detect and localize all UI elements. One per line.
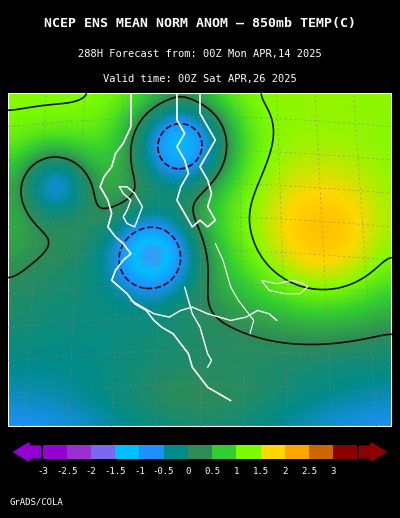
Text: -1: -1 [134,467,145,476]
Text: 1: 1 [234,467,239,476]
Text: 3: 3 [330,467,336,476]
FancyBboxPatch shape [67,445,91,459]
Text: -1.5: -1.5 [104,467,126,476]
Text: -3: -3 [37,467,48,476]
FancyBboxPatch shape [285,445,309,459]
FancyBboxPatch shape [42,445,67,459]
FancyBboxPatch shape [115,445,140,459]
FancyBboxPatch shape [164,445,188,459]
Text: 0.5: 0.5 [204,467,220,476]
Text: 2.5: 2.5 [301,467,317,476]
Text: NCEP ENS MEAN NORM ANOM – 850mb TEMP(C): NCEP ENS MEAN NORM ANOM – 850mb TEMP(C) [44,17,356,30]
FancyBboxPatch shape [236,445,260,459]
Text: 2: 2 [282,467,288,476]
Text: -2.5: -2.5 [56,467,78,476]
Text: -2: -2 [86,467,96,476]
FancyBboxPatch shape [260,445,285,459]
Text: GrADS/COLA: GrADS/COLA [10,498,64,507]
FancyBboxPatch shape [212,445,236,459]
Text: 288H Forecast from: 00Z Mon APR,14 2025: 288H Forecast from: 00Z Mon APR,14 2025 [78,49,322,59]
FancyBboxPatch shape [333,445,358,459]
FancyBboxPatch shape [140,445,164,459]
FancyBboxPatch shape [188,445,212,459]
Text: 0: 0 [185,467,190,476]
FancyArrow shape [14,443,41,461]
FancyBboxPatch shape [91,445,115,459]
FancyBboxPatch shape [309,445,333,459]
Text: 1.5: 1.5 [252,467,269,476]
FancyArrow shape [359,443,386,461]
Text: -0.5: -0.5 [153,467,174,476]
Text: Valid time: 00Z Sat APR,26 2025: Valid time: 00Z Sat APR,26 2025 [103,74,297,84]
